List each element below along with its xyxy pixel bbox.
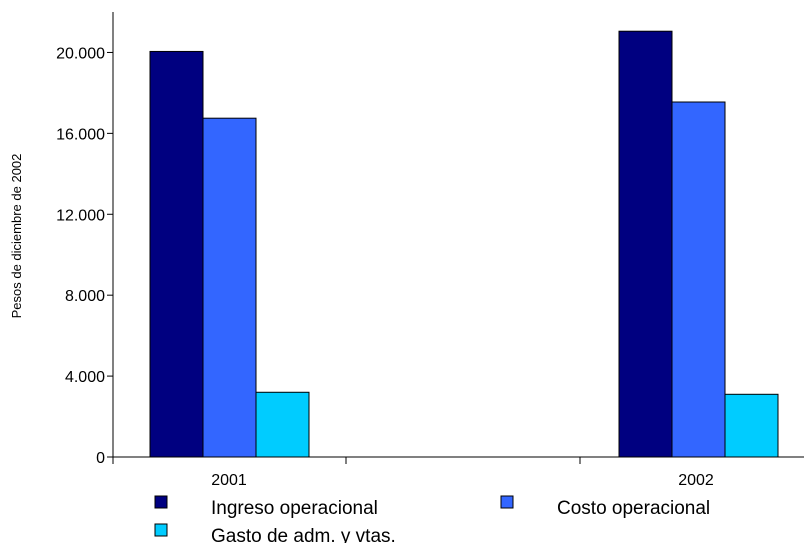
legend-label: Costo operacional bbox=[557, 498, 710, 519]
x-axis-ticks: 2001 2002 bbox=[112, 457, 714, 489]
category-label: 2001 bbox=[211, 472, 247, 489]
bar-3-2002 bbox=[724, 393, 779, 458]
y-tick-label: 8.000 bbox=[65, 288, 105, 305]
legend-swatch bbox=[500, 495, 514, 509]
bar-2-2002 bbox=[671, 101, 726, 458]
bar-3-2001 bbox=[255, 391, 310, 458]
y-tick-label: 4.000 bbox=[65, 369, 105, 386]
legend-label: Gasto de adm. y vtas. bbox=[211, 526, 396, 543]
legend-swatch bbox=[154, 495, 168, 509]
legend-swatch bbox=[154, 523, 168, 537]
y-tick-label: 12.000 bbox=[56, 207, 105, 224]
bar-1-2002 bbox=[618, 30, 673, 458]
y-tick-label: 16.000 bbox=[56, 126, 105, 143]
y-axis-title: Pesos de diciembre de 2002 bbox=[9, 154, 24, 319]
bar-1-2001 bbox=[149, 50, 204, 458]
legend-label: Ingreso operacional bbox=[211, 498, 378, 519]
bars-group bbox=[149, 30, 779, 458]
legend: Ingreso operacional Costo operacional Gast… bbox=[154, 495, 710, 543]
category-label: 2002 bbox=[678, 472, 714, 489]
bar-2-2001 bbox=[202, 117, 257, 458]
y-tick-label: 20.000 bbox=[56, 45, 105, 62]
y-axis-ticks: 0 4.000 8.000 12.000 16.000 20.000 bbox=[56, 45, 113, 467]
y-tick-label: 0 bbox=[96, 450, 105, 467]
